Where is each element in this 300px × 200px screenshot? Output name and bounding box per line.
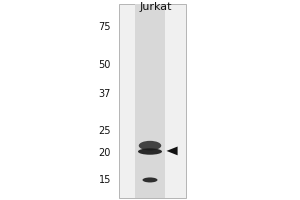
Bar — [118, 4, 186, 198]
Text: 75: 75 — [98, 22, 111, 32]
Text: 50: 50 — [99, 60, 111, 70]
Ellipse shape — [142, 177, 158, 182]
Ellipse shape — [138, 148, 162, 155]
Text: 37: 37 — [99, 89, 111, 99]
Ellipse shape — [139, 141, 161, 150]
Text: 20: 20 — [99, 148, 111, 158]
Bar — [135, 4, 165, 198]
Polygon shape — [167, 147, 178, 155]
Text: Jurkat: Jurkat — [140, 2, 172, 12]
Text: 15: 15 — [99, 175, 111, 185]
Text: 25: 25 — [98, 126, 111, 136]
